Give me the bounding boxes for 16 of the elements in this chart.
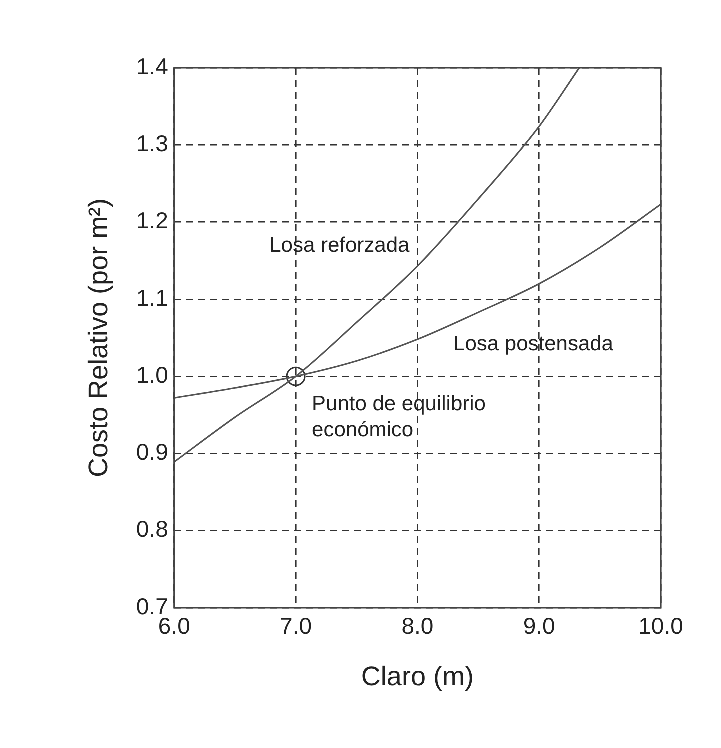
- x-axis-title: Claro (m): [361, 661, 474, 692]
- y-axis-title: Costo Relativo (por m²): [84, 198, 114, 478]
- x-tick-label: 10.0: [638, 613, 684, 640]
- y-tick-label: 1.1: [136, 284, 168, 311]
- y-tick-label: 0.8: [136, 516, 168, 542]
- series-label: Losa reforzada: [270, 234, 410, 258]
- x-tick-label: 8.0: [402, 613, 434, 640]
- x-tick-label: 7.0: [280, 613, 312, 640]
- series-label: Losa postensada: [454, 332, 614, 356]
- y-tick-label: 1.3: [136, 130, 168, 156]
- y-tick-label: 1.4: [136, 53, 169, 80]
- y-tick-label: 0.9: [136, 439, 168, 466]
- annotation: Punto de equilibrio económico: [312, 392, 486, 442]
- x-tick-label: 9.0: [523, 613, 556, 640]
- y-tick-label: 1.0: [136, 362, 168, 388]
- y-tick-label: 1.2: [136, 208, 168, 234]
